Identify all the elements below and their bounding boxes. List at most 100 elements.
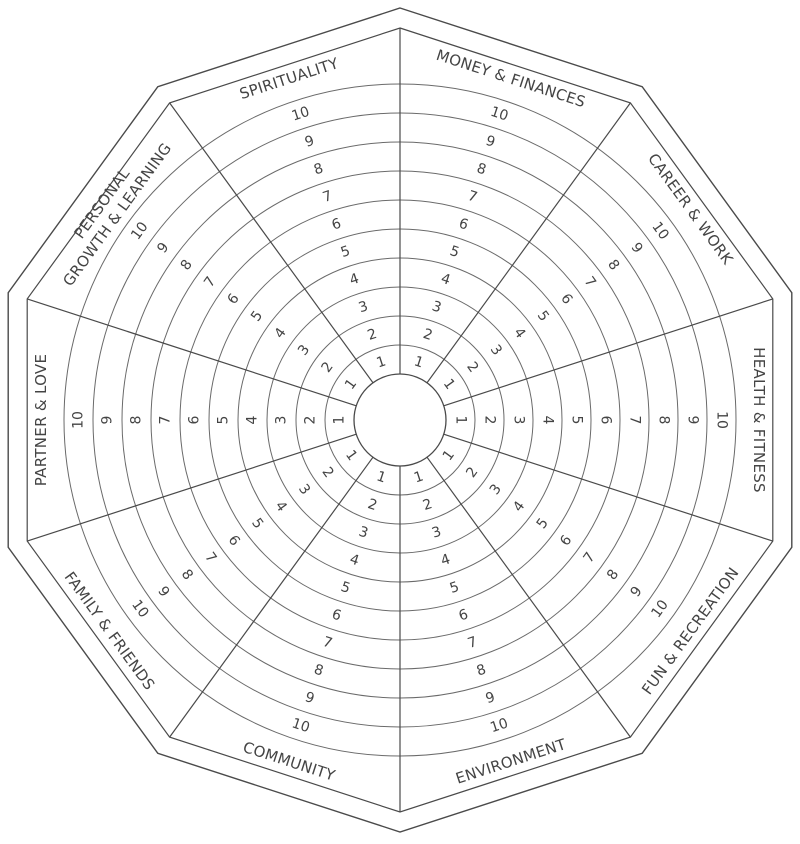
- scale-number: 3: [274, 416, 290, 425]
- segment-label-group: COMMUNITY: [241, 738, 338, 785]
- scale-number: 10: [71, 411, 87, 429]
- scale-number: 4: [540, 416, 556, 425]
- scale-number: 2: [463, 464, 481, 481]
- segment-label-group: PARTNER & LOVE: [32, 354, 50, 487]
- scale-number: 1: [412, 354, 425, 372]
- segment-divider: [443, 433, 773, 542]
- scale-number: 10: [488, 715, 510, 736]
- scale-number: 9: [484, 133, 497, 151]
- scale-number: 10: [488, 104, 510, 125]
- scale-number: 4: [439, 551, 453, 569]
- scale-number: 1: [342, 447, 360, 464]
- scale-number: 4: [439, 271, 453, 289]
- scale-number: 8: [475, 662, 488, 680]
- scale-number: 2: [319, 464, 337, 481]
- outer-decagon-frame: [7, 7, 793, 833]
- scale-number: 6: [225, 291, 243, 308]
- scale-number: 6: [187, 415, 203, 424]
- scale-number: 6: [598, 416, 614, 425]
- segment-label: ENVIRONMENT: [453, 735, 568, 788]
- segment-label-group: FAMILY & FRIENDS: [61, 568, 159, 693]
- scale-number: 7: [581, 274, 599, 291]
- scale-number: 5: [569, 416, 585, 425]
- segment-label: MONEY & FINANCES: [434, 46, 588, 111]
- scale-number: 1: [412, 469, 425, 487]
- scale-number: 3: [295, 481, 313, 498]
- scale-number: 3: [487, 481, 505, 498]
- scale-number: 4: [510, 498, 528, 515]
- scale-number: 9: [628, 240, 646, 257]
- scale-number: 8: [604, 567, 622, 584]
- scale-number: 7: [201, 274, 219, 291]
- scale-number: 10: [290, 715, 312, 736]
- segment-divider: [27, 433, 357, 542]
- segment-dividers: [27, 28, 773, 812]
- scale-number: 3: [357, 298, 370, 316]
- scale-number: 8: [312, 160, 325, 178]
- scale-number: 5: [216, 416, 232, 425]
- scale-number: 1: [332, 416, 348, 425]
- scale-number: 3: [430, 524, 443, 542]
- scale-number: 10: [128, 597, 151, 621]
- scale-number: 10: [648, 219, 671, 243]
- scale-number: 4: [272, 498, 290, 515]
- scale-number: 2: [303, 416, 319, 425]
- scale-number: 4: [272, 325, 290, 342]
- scale-number: 10: [128, 219, 151, 243]
- segment-label: FUN & RECREATION: [638, 564, 742, 698]
- scale-number: 2: [421, 326, 434, 344]
- scale-number: 7: [581, 549, 599, 566]
- scale-number: 4: [245, 415, 261, 424]
- segment-divider: [426, 102, 631, 384]
- scale-number: 5: [448, 579, 461, 597]
- scale-number: 7: [466, 634, 479, 652]
- scale-number: 5: [448, 243, 461, 261]
- scale-number: 1: [440, 376, 458, 393]
- scale-number: 9: [628, 584, 646, 601]
- scale-number: 1: [440, 447, 458, 464]
- segment-label: HEALTH & FITNESS: [750, 347, 768, 493]
- segment-divider: [443, 298, 773, 407]
- scale-number: 8: [604, 257, 622, 274]
- scale-number: 5: [339, 243, 352, 261]
- scale-number: 9: [100, 416, 116, 425]
- scale-number: 1: [375, 354, 388, 372]
- scale-number: 2: [421, 496, 434, 514]
- scale-number: 5: [339, 579, 352, 597]
- scale-number: 1: [375, 469, 388, 487]
- scale-number: 8: [312, 662, 325, 680]
- scale-number: 9: [685, 416, 701, 425]
- scale-number: 2: [319, 359, 337, 376]
- scale-number: 6: [457, 216, 471, 234]
- scale-number: 6: [557, 532, 575, 549]
- scale-number: 7: [201, 549, 219, 566]
- scale-number: 7: [321, 634, 334, 652]
- scale-number: 5: [534, 515, 552, 532]
- scale-number: 1: [342, 376, 360, 393]
- scale-number: 6: [330, 216, 344, 234]
- scale-number: 3: [357, 524, 370, 542]
- scale-number: 2: [366, 496, 379, 514]
- segment-label-group: HEALTH & FITNESS: [750, 347, 768, 493]
- scale-number: 9: [154, 240, 172, 257]
- scale-number: 7: [466, 188, 479, 206]
- segment-label: FAMILY & FRIENDS: [61, 568, 159, 693]
- scale-number: 4: [348, 271, 362, 289]
- scale-number: 4: [510, 325, 528, 342]
- segment-label: GROWTH & LEARNING: [59, 140, 175, 290]
- scale-number: 5: [248, 515, 266, 532]
- scale-number: 2: [463, 359, 481, 376]
- segment-divider: [169, 102, 374, 384]
- scale-number: 7: [158, 416, 174, 425]
- scale-number: 3: [430, 298, 443, 316]
- scale-number: 5: [534, 308, 552, 325]
- segment-divider: [27, 298, 357, 407]
- scale-number: 3: [511, 416, 527, 425]
- scale-number: 9: [484, 689, 497, 707]
- scale-number: 1: [453, 416, 469, 425]
- scale-number: 10: [648, 597, 671, 621]
- scale-number: 9: [154, 584, 172, 601]
- scale-number: 9: [303, 133, 316, 151]
- segment-label: COMMUNITY: [241, 738, 338, 785]
